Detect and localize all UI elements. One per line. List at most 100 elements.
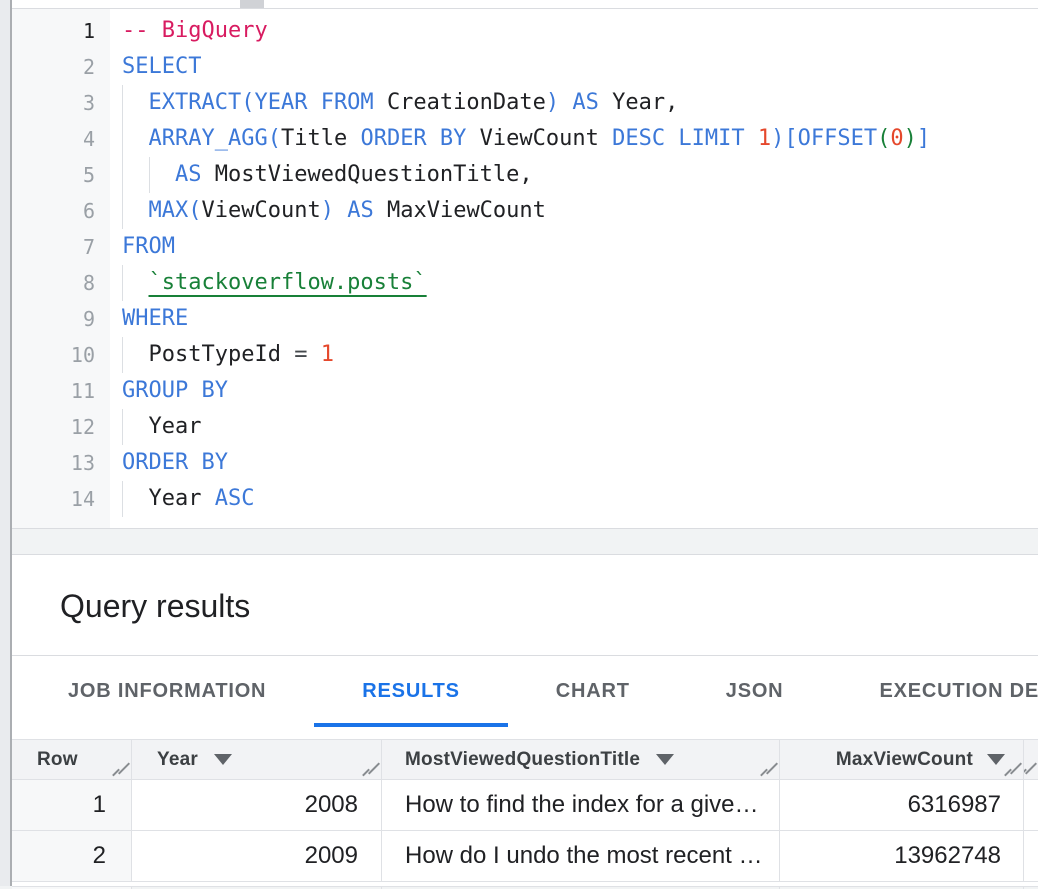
code-token: MAX [148, 198, 189, 223]
title-cell: How do I undo the most recent … [382, 831, 780, 881]
line-number: 3 [82, 91, 95, 115]
year-cell: 2008 [132, 780, 382, 830]
line-number: 9 [82, 307, 95, 331]
line-number: 7 [82, 235, 95, 259]
code-line: 14 Year ASC [12, 481, 1038, 517]
spacer-cell [1024, 831, 1038, 881]
indent-guide [148, 157, 150, 193]
code-token: Year [612, 90, 666, 115]
tab-chart[interactable]: CHART [555, 680, 630, 702]
column-resize-handle[interactable] [111, 760, 128, 777]
tab-job-information[interactable]: JOB INFORMATION [68, 680, 267, 702]
column-resize-handle[interactable] [1003, 760, 1020, 777]
column-header-spacer [1024, 740, 1038, 779]
code-token [347, 126, 360, 151]
results-tab-bar: JOB INFORMATION RESULTS CHART JSON EXECUTION… [12, 656, 1038, 727]
line-number: 5 [82, 163, 95, 187]
column-resize-handle[interactable] [1024, 760, 1035, 777]
line-number: 4 [82, 127, 95, 151]
code-lines: 1 -- BigQuery 2 SELECT 3 EXTRACT(YEAR FROM Cr… [12, 13, 1038, 517]
query-results-header: Query results [12, 555, 1038, 656]
column-header-mostviewedquestiontitle[interactable]: MostViewedQuestionTitle [382, 740, 780, 779]
column-header-label: Row [37, 748, 78, 770]
code-text: ARRAY_AGG(Title ORDER BY ViewCount DESC … [122, 121, 930, 157]
code-line: 10 PostTypeId = 1 [12, 337, 1038, 373]
code-token: MostViewedQuestionTitle [214, 162, 520, 187]
indent-guide [122, 337, 123, 373]
column-header-row[interactable]: Row [12, 740, 132, 779]
indent-guide [122, 193, 123, 229]
tab-execution-details[interactable]: EXECUTION DETAILS [879, 680, 1038, 702]
code-token: SELECT [122, 54, 202, 79]
code-token: EXTRACT [148, 90, 242, 115]
panel-divider-band [12, 528, 1038, 554]
code-token: ) [320, 198, 334, 223]
code-token: `stackoverflow.posts` [148, 270, 427, 295]
title-cell: How to find the index for a give… [382, 780, 780, 830]
indent-guide [122, 121, 123, 157]
code-token: FROM [122, 234, 175, 259]
line-number: 1 [82, 19, 95, 43]
left-edge-rail [0, 0, 12, 886]
code-token: Title [280, 126, 348, 151]
line-number: 2 [82, 55, 95, 79]
column-dropdown-icon[interactable] [656, 754, 675, 765]
row-number-cell: 1 [12, 780, 132, 830]
code-token [466, 126, 479, 151]
column-dropdown-icon[interactable] [213, 754, 232, 765]
column-header-label: MaxViewCount [835, 748, 973, 770]
code-token: AS [572, 90, 599, 115]
code-token: ASC [214, 486, 255, 511]
code-text: FROM [122, 229, 175, 265]
line-number: 13 [70, 451, 95, 475]
code-token: AS [175, 162, 202, 187]
code-text: WHERE [122, 301, 188, 337]
indent-guide [122, 481, 123, 517]
row-number-cell: 2 [12, 831, 132, 881]
code-line: 12 Year [12, 409, 1038, 445]
code-text: Year [122, 409, 201, 445]
sql-editor[interactable]: 1 -- BigQuery 2 SELECT 3 EXTRACT(YEAR FROM Cr… [12, 9, 1038, 528]
results-table: Row Year MostViewedQuestionTitle MaxViewCou… [12, 739, 1038, 889]
table-row: 1 2008 How to find the index for a give… 63… [12, 780, 1038, 831]
results-table-body: 1 2008 How to find the index for a give… 63… [12, 780, 1038, 889]
code-token: , [665, 90, 679, 115]
code-line: 13 ORDER BY [12, 445, 1038, 481]
column-header-year[interactable]: Year [132, 740, 382, 779]
code-token: ( [241, 90, 255, 115]
code-token: PostTypeId [148, 342, 281, 367]
max-view-count-cell: 6316987 [780, 780, 1024, 830]
code-token [745, 126, 758, 151]
column-header-maxviewcount[interactable]: MaxViewCount [780, 740, 1024, 779]
code-token: -- BigQuery [122, 18, 268, 43]
code-token: ( [188, 198, 202, 223]
code-text: Year ASC [122, 481, 254, 517]
line-number: 10 [70, 343, 95, 367]
page-title: Query results [60, 588, 251, 624]
code-token: ( [877, 126, 891, 151]
column-dropdown-icon[interactable] [987, 754, 1005, 765]
scrollbar-thumb-remnant [240, 0, 264, 8]
column-resize-handle[interactable] [361, 760, 378, 777]
code-token: = [294, 342, 308, 367]
code-token: GROUP BY [122, 378, 228, 403]
indent-guide [122, 85, 123, 121]
code-token: MaxViewCount [386, 198, 546, 223]
code-token: 1 [757, 126, 772, 151]
year-cell: 2009 [132, 831, 382, 881]
code-token: WHERE [122, 306, 189, 331]
code-token: YEAR FROM [254, 90, 374, 115]
tab-json[interactable]: JSON [725, 680, 784, 702]
column-resize-handle[interactable] [759, 760, 776, 777]
code-text: ORDER BY [122, 445, 228, 481]
code-token [559, 90, 572, 115]
code-token: 1 [320, 342, 334, 367]
code-text: -- BigQuery [122, 13, 268, 49]
line-number: 12 [70, 415, 95, 439]
code-token [599, 90, 612, 115]
tab-results[interactable]: RESULTS [314, 656, 509, 727]
code-token: ORDER BY [360, 126, 467, 151]
code-token [307, 342, 320, 367]
code-token [599, 126, 612, 151]
table-row: 2 2009 How do I undo the most recent … 1396… [12, 831, 1038, 882]
